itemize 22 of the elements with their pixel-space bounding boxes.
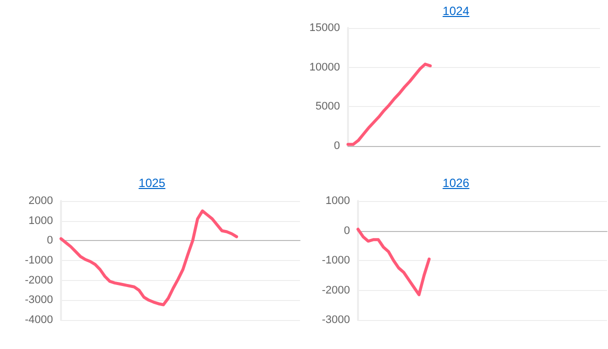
chart-title: 1024 bbox=[442, 4, 470, 18]
y-tick-label: -1000 bbox=[322, 254, 350, 266]
line-series bbox=[346, 62, 432, 146]
y-tick-label: -1000 bbox=[24, 254, 53, 266]
y-tick-label: -3000 bbox=[24, 294, 53, 306]
chart-title: 1025 bbox=[138, 176, 166, 190]
y-tick-label: -3000 bbox=[322, 314, 350, 326]
y-tick-label: -2000 bbox=[322, 284, 350, 296]
chart-title: 1026 bbox=[442, 176, 470, 190]
y-tick-label: -2000 bbox=[24, 274, 53, 286]
y-tick-label: 5000 bbox=[316, 100, 340, 113]
y-tick-label: 2000 bbox=[28, 195, 53, 207]
y-tick-label: -4000 bbox=[24, 314, 53, 326]
y-tick-label: 1000 bbox=[28, 214, 53, 227]
y-tick-label: 0 bbox=[334, 140, 340, 152]
y-tick-label: 0 bbox=[46, 234, 53, 247]
y-tick-label: 15000 bbox=[309, 22, 340, 34]
y-tick-label: 0 bbox=[344, 224, 350, 237]
line-series bbox=[60, 209, 238, 306]
line-series bbox=[356, 228, 431, 296]
y-tick-label: 1000 bbox=[326, 195, 350, 207]
y-tick-label: 10000 bbox=[309, 61, 340, 74]
